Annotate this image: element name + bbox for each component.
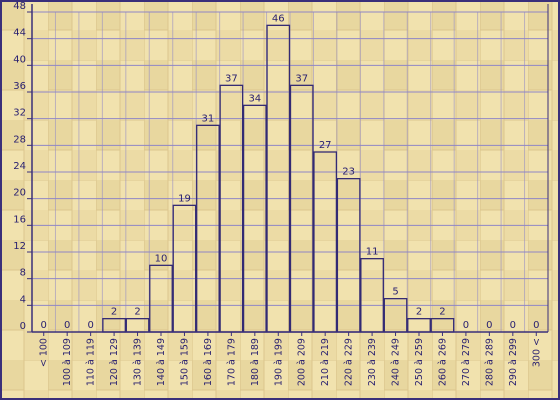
x-tick-label: < 100 [39,338,50,367]
bar-value-label: 2 [111,307,117,318]
bar-value-label: 37 [295,73,308,84]
x-tick-labels: < 100 100 à 109 110 à 119 120 à 129 130 à 13… [39,338,543,386]
bar-value-label: 11 [366,247,379,258]
bar-value-label: 0 [533,320,539,331]
x-tick-label: 250 à 259 [414,338,425,386]
bar-value-label: 2 [134,307,140,318]
x-tick-label: 140 à 149 [156,338,167,386]
x-tick-label: 280 à 289 [484,338,495,386]
y-tick-label: 48 [13,1,26,12]
x-tick-label: 220 à 229 [344,338,355,386]
x-tick-label: 210 à 219 [320,338,331,386]
x-tick-label: 150 à 159 [179,338,190,386]
x-tick-label: 230 à 239 [367,338,378,386]
y-tick-label: 32 [13,108,26,119]
y-tick-label: 24 [13,161,26,172]
x-tick-label: 190 à 199 [273,338,284,386]
x-tick-label: 300 < [531,338,542,367]
x-tick-label: 100 à 109 [62,338,73,386]
bar-value-label: 5 [392,287,398,298]
bar-value-label: 46 [272,13,285,24]
bar-value-label: 0 [41,320,47,331]
bar-value-label: 27 [319,140,332,151]
x-tick-label: 160 à 169 [203,338,214,386]
y-tick-label: 4 [20,294,26,305]
y-tick-label: 0 [20,321,26,332]
y-tick-label: 44 [13,28,26,39]
bar-value-label: 34 [248,93,261,104]
x-tick-label: 240 à 249 [391,338,402,386]
bar-value-label: 0 [463,320,469,331]
axes [27,4,549,336]
bar-value-label: 2 [416,307,422,318]
y-tick-label: 12 [13,241,26,252]
y-tick-label: 20 [13,188,26,199]
bar-value-label: 0 [87,320,93,331]
bar-value-label: 10 [155,253,168,264]
bar-value-label: 23 [342,167,355,178]
bar-value-label: 0 [486,320,492,331]
x-tick-label: 120 à 129 [109,338,120,386]
bar-value-label: 19 [178,193,191,204]
bar-value-label: 31 [202,113,215,124]
x-tick-label: 290 à 299 [508,338,519,386]
x-tick-label: 110 à 119 [86,338,97,386]
x-tick-label: 130 à 139 [133,338,144,386]
x-tick-label: 180 à 189 [250,338,261,386]
y-tick-label: 16 [13,214,26,225]
x-tick-label: 260 à 269 [437,338,448,386]
bar-value-label: 0 [510,320,516,331]
x-tick-label: 200 à 209 [297,338,308,386]
y-tick-label: 28 [13,134,26,145]
bar-value-label: 37 [225,73,238,84]
y-tick-label: 40 [13,54,26,65]
bar-value-labels: 0 0 0 2 2 10 19 31 37 34 46 37 27 23 11 5 2 2 0 0 0 0 [41,13,540,331]
bar-value-label: 2 [439,307,445,318]
x-tick-label: 270 à 279 [461,338,472,386]
x-tick-label: 170 à 179 [226,338,237,386]
y-tick-label: 8 [20,268,26,279]
y-tick-label: 36 [13,81,26,92]
bar-value-label: 0 [64,320,70,331]
